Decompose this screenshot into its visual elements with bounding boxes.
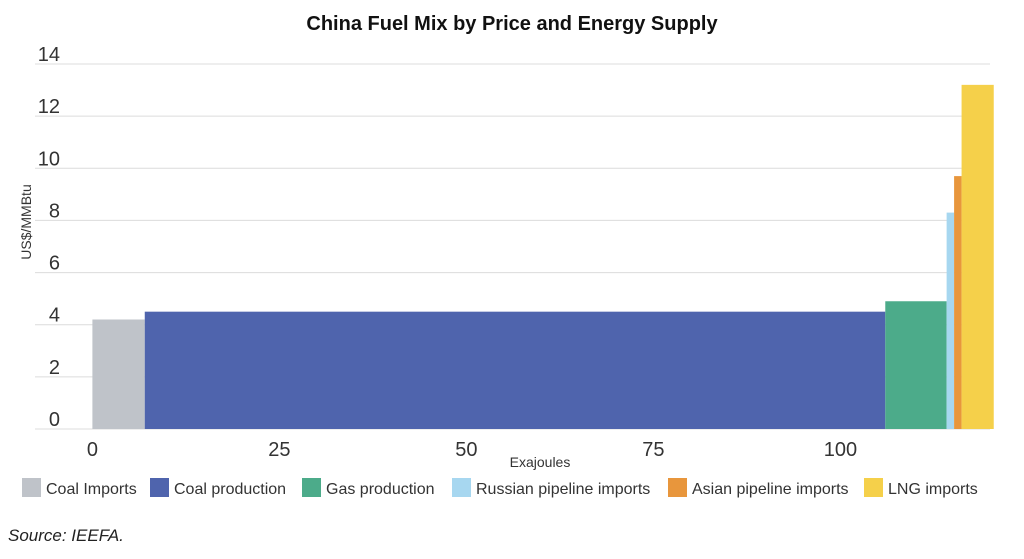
legend-item: Coal production bbox=[150, 478, 286, 498]
legend: Coal Imports Coal production Gas productio… bbox=[22, 478, 978, 498]
legend-item: Gas production bbox=[302, 478, 435, 498]
legend-swatch bbox=[22, 478, 41, 497]
legend-item: Asian pipeline imports bbox=[668, 478, 849, 498]
y-tick-label: 12 bbox=[38, 96, 60, 118]
x-tick-label: 50 bbox=[455, 439, 477, 461]
y-tick-label: 6 bbox=[49, 253, 60, 275]
bar-coal-imports bbox=[92, 319, 145, 429]
x-tick-label: 75 bbox=[642, 439, 664, 461]
bar-coal-production bbox=[144, 311, 886, 429]
legend-label: Coal Imports bbox=[46, 481, 137, 498]
legend-swatch bbox=[864, 478, 883, 497]
y-tick-label: 8 bbox=[49, 200, 60, 222]
x-axis-ticks: 0 25 50 75 100 bbox=[87, 439, 857, 461]
legend-swatch bbox=[302, 478, 321, 497]
x-tick-label: 25 bbox=[268, 439, 290, 461]
y-tick-label: 0 bbox=[49, 409, 60, 431]
legend-label: Gas production bbox=[326, 481, 435, 498]
chart-title: China Fuel Mix by Price and Energy Suppl… bbox=[306, 13, 718, 35]
bar-lng-imports bbox=[961, 84, 994, 429]
x-tick-label: 100 bbox=[824, 439, 857, 461]
y-tick-label: 10 bbox=[38, 148, 60, 170]
legend-label: Russian pipeline imports bbox=[476, 481, 650, 498]
bar-asian-pipeline-imports bbox=[954, 176, 962, 429]
legend-item: Russian pipeline imports bbox=[452, 478, 650, 498]
y-axis-ticks: 0 2 4 6 8 10 12 14 bbox=[38, 44, 60, 431]
legend-swatch bbox=[452, 478, 471, 497]
y-tick-label: 14 bbox=[38, 44, 60, 66]
legend-swatch bbox=[668, 478, 687, 497]
legend-label: LNG imports bbox=[888, 481, 978, 498]
y-tick-label: 4 bbox=[49, 305, 60, 327]
y-axis-label: US$/MMBtu bbox=[18, 184, 34, 259]
legend-swatch bbox=[150, 478, 169, 497]
legend-label: Coal production bbox=[174, 481, 286, 498]
legend-item: Coal Imports bbox=[22, 478, 137, 498]
y-tick-label: 2 bbox=[49, 357, 60, 379]
x-axis-label: Exajoules bbox=[510, 454, 571, 470]
legend-item: LNG imports bbox=[864, 478, 978, 498]
bar-gas-production bbox=[885, 301, 947, 429]
x-tick-label: 0 bbox=[87, 439, 98, 461]
bars bbox=[92, 84, 994, 429]
source-note: Source: IEEFA. bbox=[8, 526, 124, 545]
legend-label: Asian pipeline imports bbox=[692, 481, 849, 498]
bar-russian-pipeline-imports bbox=[946, 212, 955, 429]
